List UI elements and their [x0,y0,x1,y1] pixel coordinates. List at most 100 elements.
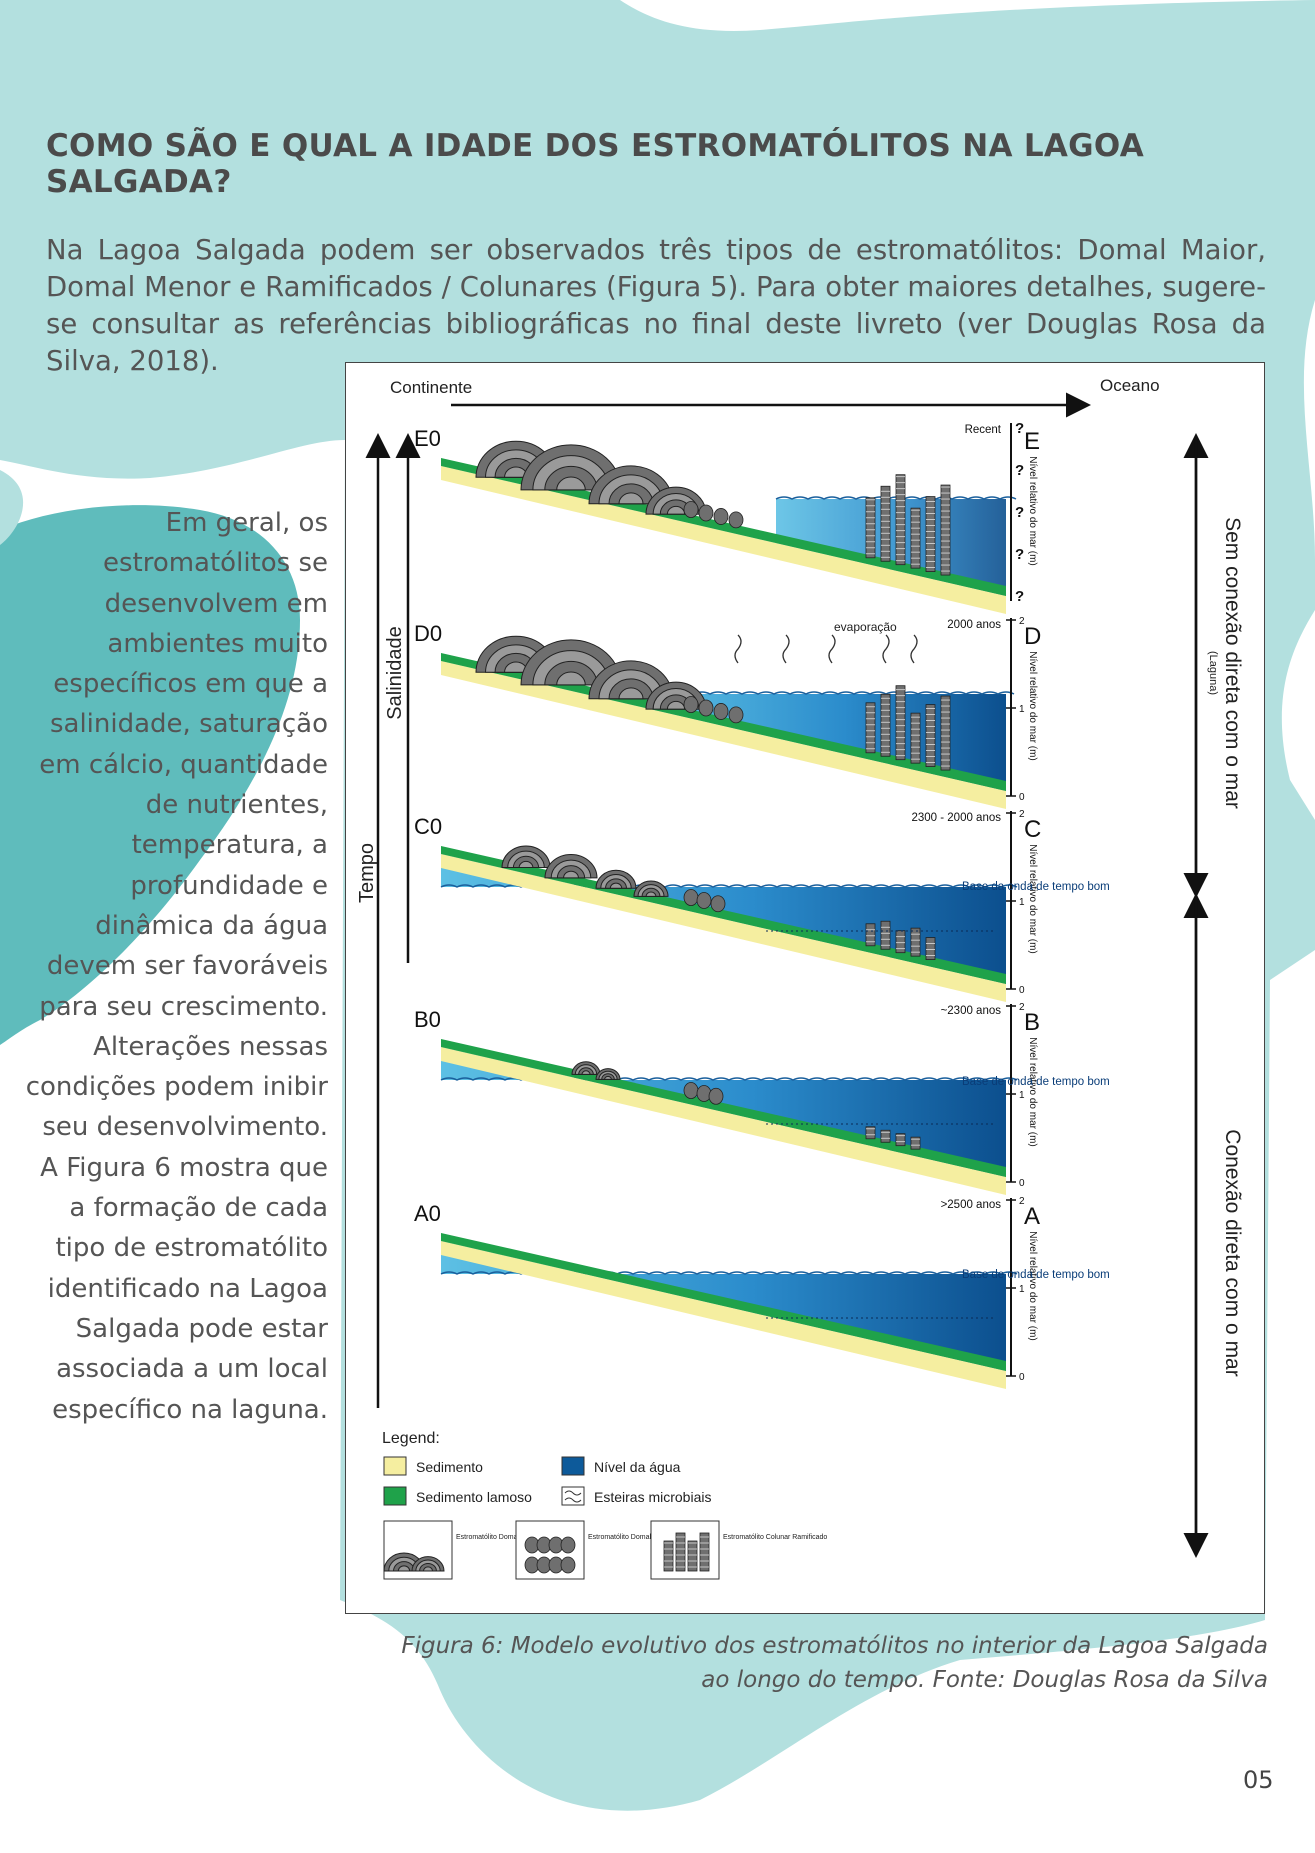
sediment-layer [441,661,1006,809]
legend-swatch-mats [561,1486,585,1506]
domal-major-stromatolite [563,870,579,879]
sea-level-axis-label: Nível relativo do mar (m) [1027,1037,1038,1146]
domal-minor-stromatolite [683,1082,699,1099]
scale-question-mark: ? [1015,546,1024,563]
connection-label: Conexão direta com o mar [1221,1129,1244,1376]
domal-minor-stromatolite [728,511,744,529]
legend-sediment: Sedimento [416,1459,483,1475]
sediment-layer [441,1047,1006,1195]
legend-domal-major: Estromatólito Domal Maior [456,1534,539,1541]
legend-minor-dome [560,1556,576,1574]
scale-tick-label: 0 [1019,792,1025,803]
scale-tick-label: 1 [1019,1284,1025,1295]
columnar-stromatolite [925,704,936,767]
scale-tick-label: 2 [1019,1002,1025,1013]
domal-major-stromatolite [604,1075,612,1080]
stage-age: ~2300 anos [941,1005,1002,1017]
columnar-stromatolite [895,685,906,761]
stage-code-right: D [1024,623,1041,650]
muddy-sediment-layer [441,653,1006,791]
sediment-layer [441,854,1006,1002]
columnar-stromatolite [940,695,951,771]
legend-title: Legend: [382,1430,440,1447]
legend-swatch-sediment [383,1456,407,1476]
domal-major-stromatolite [618,492,644,505]
continent-label: Continente [390,378,472,397]
columnar-stromatolite [925,937,936,960]
domal-minor-stromatolite [728,706,744,724]
columnar-stromatolite [910,1136,921,1150]
page-number: 05 [1243,1766,1274,1794]
domal-minor-stromatolite [683,696,699,713]
legend-columnar: Estromatólito Colunar Ramificado [723,1534,827,1541]
columnar-stromatolite [910,507,921,569]
figure-6: Continente Oceano Tempo Salinidade Sem c… [345,362,1265,1614]
columnar-stromatolite [865,1126,876,1140]
stage-code-right: E [1024,428,1040,455]
water-surface [645,691,1015,695]
columnar-stromatolite [880,1129,891,1143]
domal-major-stromatolite [581,1070,591,1075]
scale-question-mark: ? [1015,588,1024,605]
scale-tick-label: 2 [1019,1196,1025,1207]
sediment-layer [441,1241,1006,1389]
stage-code-left: B0 [414,1007,441,1032]
domal-minor-stromatolite [710,895,726,913]
scale-tick-label: 1 [1019,897,1025,908]
domal-major-stromatolite [518,860,534,869]
domal-major-stromatolite [609,882,623,889]
domal-minor-stromatolite [683,501,699,518]
sea-level-axis-label: Nível relativo do mar (m) [1027,844,1038,953]
ocean-label: Oceano [1100,376,1160,395]
evaporation-squiggle [828,634,836,664]
stage-code-right: B [1024,1009,1040,1036]
legend-column [687,1540,698,1572]
muddy-sediment-layer [441,458,1006,596]
wave-base-label-c: Base da onda de tempo bom [962,881,1110,893]
stage-code-left: D0 [414,621,442,646]
columnar-stromatolite [880,485,891,562]
legend-swatch-muddy [383,1486,407,1506]
domal-minor-stromatolite [713,703,729,720]
stage-panel-b: B0 B ~2300 anos 2 1 0 Nível relativo do mar (m… [414,1002,1040,1195]
wave-base-label-a: Base de onda de tempo bom [962,1269,1110,1281]
domal-minor-stromatolite [713,508,729,525]
evaporation-squiggle [782,634,790,664]
stage-panel-d: D0 D 2000 anos 2 1 0 Nível relativo do mar (m) [414,616,1041,809]
stage-panel-c: C0 C 2300 - 2000 anos 2 1 0 Nível relativo do … [414,809,1041,1002]
scale-tick-label: 0 [1019,1178,1025,1189]
evaporation-squiggle [882,634,890,664]
columnar-stromatolite [880,920,891,950]
legend-column [663,1540,674,1572]
legend-microbial-mats: Esteiras microbiais [594,1489,711,1505]
domal-minor-stromatolite [696,892,712,909]
muddy-sediment-layer [441,1233,1006,1371]
domal-major-stromatolite [556,476,586,491]
legend-column [675,1532,686,1572]
domal-minor-stromatolite [698,504,714,522]
scale-question-mark: ? [1015,420,1024,437]
legend-mats-icon [564,1490,582,1503]
domal-major-stromatolite [556,671,586,686]
stage-code-left: A0 [414,1201,441,1226]
legend-muddy-sediment: Sedimento lamoso [416,1489,532,1505]
legend-column [699,1532,710,1572]
time-label: Tempo [356,843,378,903]
scale-tick-label: 1 [1019,1090,1025,1101]
legend: Legend: Sedimento Sedimento lamoso Nível… [382,1430,827,1580]
side-paragraph: Em geral, os estromatólitos se desenvolv… [25,508,328,1425]
scale-question-mark: ? [1015,462,1024,479]
scale-tick-label: 1 [1019,704,1025,715]
columnar-stromatolite [910,712,921,764]
domal-minor-stromatolite [696,1085,712,1102]
no-connection-label: Sem conexão direta com o mar [1221,517,1244,809]
evaporation-label: evaporação [834,620,897,634]
page-title: COMO SÃO E QUAL A IDADE DOS ESTROMATÓLIT… [46,128,1145,200]
salinity-label: Salinidade [384,626,406,719]
scale-tick-label: 2 [1019,809,1025,820]
stage-age: 2000 anos [947,619,1001,631]
legend-domal-minor: Estromatólito Domal Menor [588,1534,673,1541]
domal-minor-stromatolite [683,889,699,906]
columnar-stromatolite [865,497,876,559]
legend-domal-dome [397,1565,411,1572]
